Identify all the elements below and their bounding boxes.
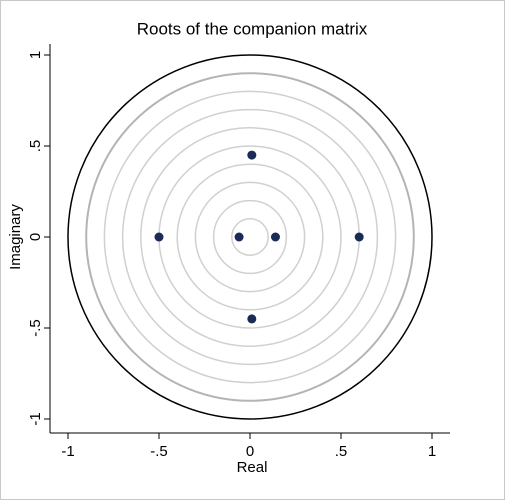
point: [247, 314, 257, 324]
reference-circle: [212, 199, 288, 275]
chart-title: Roots of the companion matrix: [137, 19, 368, 38]
reference-circle: [103, 90, 397, 384]
point: [154, 232, 164, 242]
point: [234, 232, 244, 242]
y-tick-label: -1: [27, 412, 44, 425]
plot-area: [50, 44, 450, 433]
x-tick-label: 0: [246, 443, 254, 460]
reference-circle: [194, 181, 306, 293]
reference-circle: [85, 72, 415, 402]
x-tick-label: .5: [335, 443, 348, 460]
x-tick-label: -.5: [150, 443, 168, 460]
y-tick-label: 0: [27, 233, 44, 241]
reference-circle: [176, 163, 324, 311]
y-tick-label: -.5: [27, 319, 44, 337]
y-tick-label: .5: [27, 140, 44, 153]
reference-circle: [231, 218, 269, 256]
y-tick-label: 1: [27, 51, 44, 59]
point: [270, 232, 280, 242]
x-tick-label: 1: [428, 443, 436, 460]
x-axis-label: Real: [237, 459, 268, 476]
unit-circle: [67, 54, 433, 420]
reference-circle: [121, 108, 379, 366]
point: [247, 150, 257, 160]
reference-circles: [67, 54, 433, 420]
y-axis-label: Imaginary: [7, 204, 24, 270]
x-tick-label: -1: [61, 443, 74, 460]
point: [354, 232, 364, 242]
